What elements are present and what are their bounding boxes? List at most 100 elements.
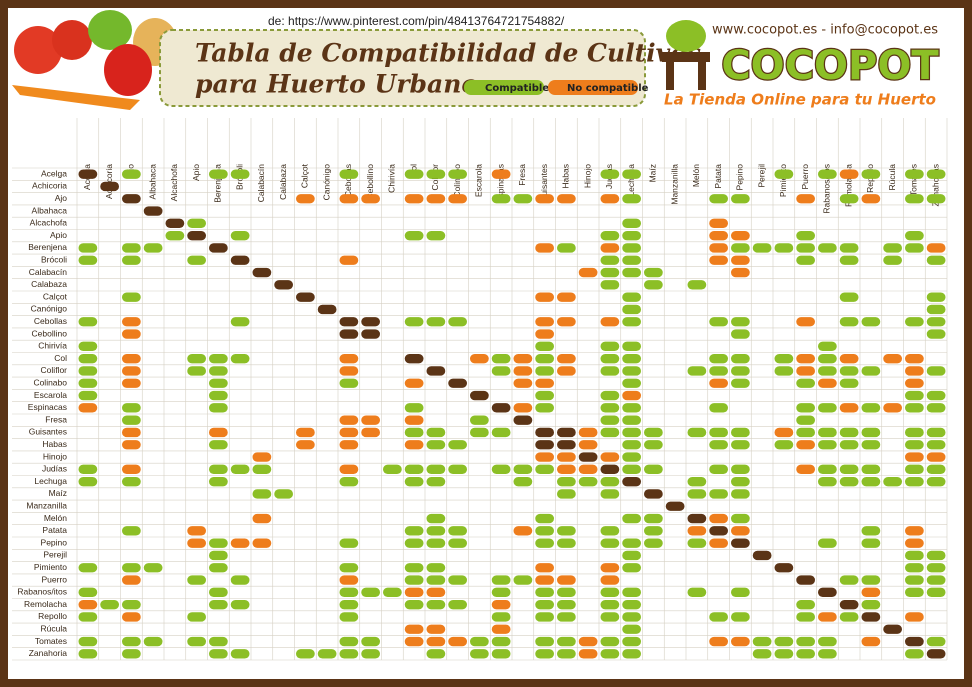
cell <box>796 366 815 376</box>
cell <box>404 378 424 388</box>
cell <box>752 550 772 561</box>
cell <box>296 649 315 659</box>
cell <box>491 403 511 413</box>
cell <box>404 599 424 610</box>
row-label: Perejil <box>43 550 67 560</box>
cell <box>622 452 641 462</box>
column-header: Calabacín <box>256 164 266 203</box>
cell <box>731 464 750 475</box>
row-label: Guisantes <box>29 427 67 437</box>
cell <box>905 194 924 204</box>
cell <box>187 636 206 647</box>
cell <box>535 194 554 204</box>
cell <box>122 415 141 425</box>
cell <box>774 649 794 659</box>
cell <box>491 366 511 376</box>
cell <box>187 218 206 229</box>
cell <box>644 267 663 278</box>
cell <box>905 649 924 659</box>
row-label: Tomates <box>35 636 67 646</box>
cell <box>361 649 380 659</box>
cell <box>535 513 554 524</box>
cell <box>861 464 881 475</box>
column-header: Calçot <box>300 163 310 188</box>
row-label: Coliflor <box>41 365 68 375</box>
cell <box>622 230 641 241</box>
cell <box>339 649 359 659</box>
cell <box>426 513 446 524</box>
cell <box>622 218 641 229</box>
row-label: Acelga <box>41 168 67 178</box>
cell <box>317 304 337 315</box>
cell <box>470 636 489 647</box>
cell <box>796 599 815 610</box>
cell <box>796 255 815 265</box>
cell <box>78 587 98 598</box>
cell <box>839 317 859 327</box>
row-label: Patata <box>42 525 67 535</box>
cell <box>839 378 859 388</box>
cell <box>861 526 881 536</box>
cell <box>535 292 554 302</box>
cell <box>143 206 163 216</box>
column-header: Tomates <box>909 164 919 196</box>
cell <box>905 587 924 598</box>
cell <box>709 513 728 524</box>
cell <box>774 636 794 647</box>
cell <box>122 378 141 388</box>
cell <box>796 403 815 413</box>
cell <box>709 464 728 475</box>
cell <box>818 341 837 352</box>
cell <box>622 403 641 413</box>
cell <box>78 636 98 647</box>
cell <box>252 267 272 278</box>
cell <box>644 427 663 438</box>
cell <box>731 526 750 536</box>
cell <box>709 636 728 647</box>
cell <box>209 563 228 573</box>
cell <box>535 427 554 438</box>
cell <box>709 218 728 229</box>
cell <box>513 575 533 585</box>
column-header: Berenjena <box>213 164 223 203</box>
cell <box>905 636 924 647</box>
cell <box>122 353 141 364</box>
row-label: Lechuga <box>34 476 67 486</box>
cell <box>839 292 859 302</box>
cell <box>600 169 620 179</box>
column-header: Patata <box>713 164 723 189</box>
cell <box>731 440 750 450</box>
column-header: Calabaza <box>278 164 288 200</box>
cell <box>818 243 837 253</box>
cell <box>709 255 728 265</box>
cell <box>665 501 685 511</box>
slogan: La Tienda Online para tu Huerto <box>664 91 936 109</box>
cell <box>818 538 837 548</box>
cell <box>926 452 946 462</box>
cell <box>122 464 141 475</box>
cell <box>491 169 511 179</box>
cell <box>513 194 533 204</box>
cell <box>557 194 576 204</box>
row-label: Calabaza <box>31 279 67 289</box>
cell <box>535 390 554 401</box>
cell <box>361 329 380 339</box>
cell <box>731 255 750 265</box>
cell <box>905 612 924 622</box>
cell <box>230 464 250 475</box>
cell <box>709 526 728 536</box>
cell <box>296 194 315 204</box>
legend-label: Compatible <box>485 83 549 94</box>
cell <box>122 255 141 265</box>
cell <box>557 452 576 462</box>
row-label: Repollo <box>38 611 67 621</box>
cell <box>774 563 794 573</box>
cell <box>426 587 446 598</box>
cell <box>122 476 141 487</box>
cell <box>839 353 859 364</box>
cell <box>796 649 815 659</box>
cell <box>557 427 576 438</box>
cell <box>796 243 815 253</box>
cell <box>861 366 881 376</box>
row-label: Puerro <box>41 574 67 584</box>
